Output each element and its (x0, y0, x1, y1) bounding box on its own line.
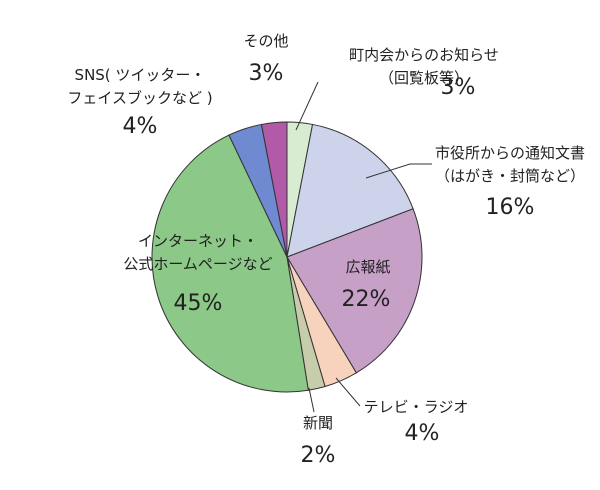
slice-name-line: 市役所からの通知文書 (435, 144, 585, 162)
slice-name-line: フェイスブックなど ) (67, 89, 212, 107)
slice-labels: 町内会からのお知らせ（回覧板等）3%市役所からの通知文書（はがき・封筒など）16… (67, 32, 585, 468)
slice-name-line: SNS( ツイッター・ (75, 66, 206, 84)
slice-name-label-newspaper: 新聞 (303, 414, 333, 432)
leader-line-tv-radio (335, 377, 361, 407)
slice-name-line: 公式ホームページなど (123, 255, 272, 273)
pie-slice-internet (151, 134, 309, 393)
slice-name-line: その他 (243, 32, 288, 50)
slice-name-label-neighborhood: 町内会からのお知らせ （回覧板等） (349, 46, 499, 87)
slice-value-label-bulletin: 22% (342, 287, 391, 312)
pie-slice-bulletin (286, 208, 423, 374)
slice-name-line: 広報紙 (345, 258, 390, 276)
pie-slice-other (260, 121, 288, 258)
slice-value-label-internet: 45% (174, 291, 223, 316)
slice-name-line: （回覧板等） (379, 69, 469, 87)
leader-lines (295, 81, 432, 413)
slice-name-line: テレビ・ラジオ (364, 398, 469, 416)
slice-name-line: 新聞 (303, 414, 333, 432)
slice-value-label-sns: 4% (123, 114, 158, 139)
pie-slices (151, 121, 423, 393)
leader-line-neighborhood (295, 81, 319, 131)
leader-line-newspaper (308, 387, 315, 413)
slice-name-label-other: その他 (243, 32, 288, 50)
slice-name-label-internet: インターネット・公式ホームページなど (123, 232, 272, 273)
slice-name-label-bulletin: 広報紙 (345, 258, 390, 276)
slice-name-line: インターネット・ (138, 232, 258, 250)
slice-value-label-other: 3% (249, 61, 284, 86)
slice-value-label-tv-radio: 4% (405, 421, 440, 446)
leader-line-city-office (365, 163, 432, 179)
slice-value-label-newspaper: 2% (301, 443, 336, 468)
slice-name-line: （はがき・封筒など） (435, 167, 585, 185)
slice-name-label-tv-radio: テレビ・ラジオ (364, 398, 469, 416)
slice-value-label-city-office: 16% (486, 195, 535, 220)
slice-value-label-neighborhood: 3% (441, 75, 476, 100)
slice-name-line: 町内会からのお知らせ (349, 46, 499, 64)
pie-slice-city-office (286, 123, 414, 258)
slice-name-label-sns: SNS( ツイッター・フェイスブックなど ) (67, 66, 212, 107)
slice-name-label-city-office: 市役所からの通知文書 （はがき・封筒など） (435, 144, 585, 185)
